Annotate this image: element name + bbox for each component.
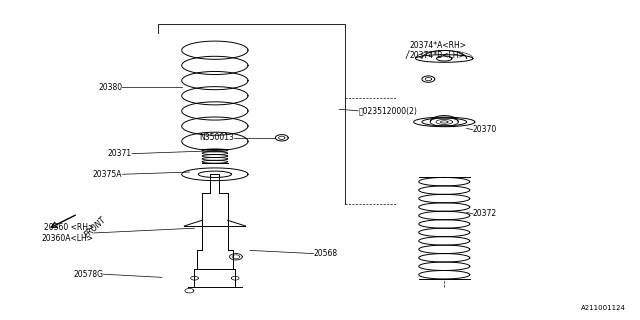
Text: N350013: N350013 bbox=[199, 133, 234, 142]
Text: 20375A: 20375A bbox=[93, 170, 122, 179]
Text: 20371: 20371 bbox=[108, 149, 132, 158]
Text: 20568: 20568 bbox=[314, 249, 338, 258]
Text: 20374*A<RH>
20374*B<LH>: 20374*A<RH> 20374*B<LH> bbox=[409, 41, 466, 60]
Text: 20370: 20370 bbox=[473, 125, 497, 134]
Text: 20372: 20372 bbox=[473, 209, 497, 219]
Text: ⓝ023512000(2): ⓝ023512000(2) bbox=[358, 106, 417, 115]
Text: FRONT: FRONT bbox=[83, 215, 108, 239]
Text: 20380: 20380 bbox=[99, 83, 122, 92]
Text: 20360 <RH>
20360A<LH>: 20360 <RH> 20360A<LH> bbox=[42, 223, 94, 243]
Text: 20578G: 20578G bbox=[74, 270, 103, 279]
Text: A211001124: A211001124 bbox=[581, 305, 626, 311]
